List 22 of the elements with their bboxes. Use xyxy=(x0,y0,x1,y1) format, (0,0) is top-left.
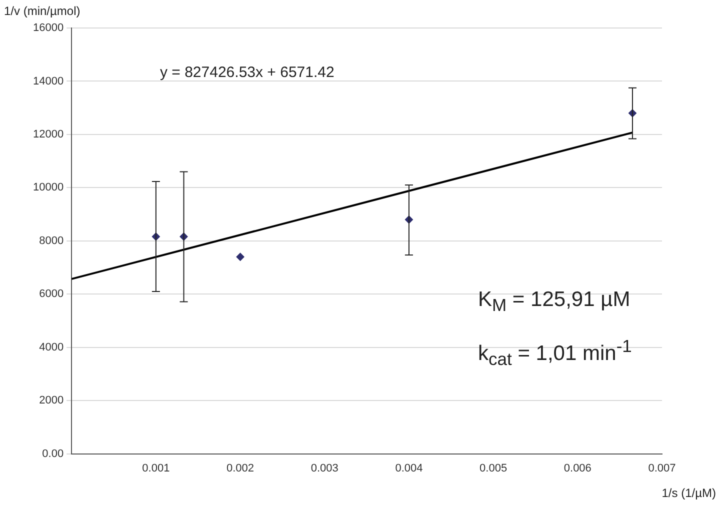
x-axis-title: 1/s (1/µM) xyxy=(662,486,716,500)
annotation: y = 827426.53x + 6571.42 xyxy=(160,64,334,81)
x-tick-label: 0.006 xyxy=(564,462,592,474)
y-tick-label: 10000 xyxy=(32,182,64,194)
y-tick-label: 8000 xyxy=(39,234,64,247)
x-tick-label: 0.001 xyxy=(142,462,170,474)
y-tick-label: 12000 xyxy=(32,128,64,140)
x-tick-label: 0.004 xyxy=(395,462,423,474)
x-tick-label: 0.005 xyxy=(480,462,508,474)
y-tick-label: 4000 xyxy=(39,341,64,354)
y-axis-title: 1/v (min/µmol) xyxy=(4,4,80,18)
point xyxy=(236,252,244,261)
y-tick-label: 2000 xyxy=(39,394,64,407)
y-tick-label: 16000 xyxy=(32,22,64,34)
annotation: K$_{M}$ = 125,91 µM xyxy=(478,288,630,316)
x-tick-label: 0.002 xyxy=(226,462,254,474)
x-tick-label: 0.003 xyxy=(310,462,338,474)
y-tick-label: 6000 xyxy=(39,288,64,300)
x-tick-label: 0.007 xyxy=(648,462,676,474)
annotation: k$_{cat}$ = 1,01 min$^{-1}$ xyxy=(478,336,632,370)
y-tick-label: 14000 xyxy=(32,75,64,88)
y-tick-label: 0.00 xyxy=(42,448,64,460)
